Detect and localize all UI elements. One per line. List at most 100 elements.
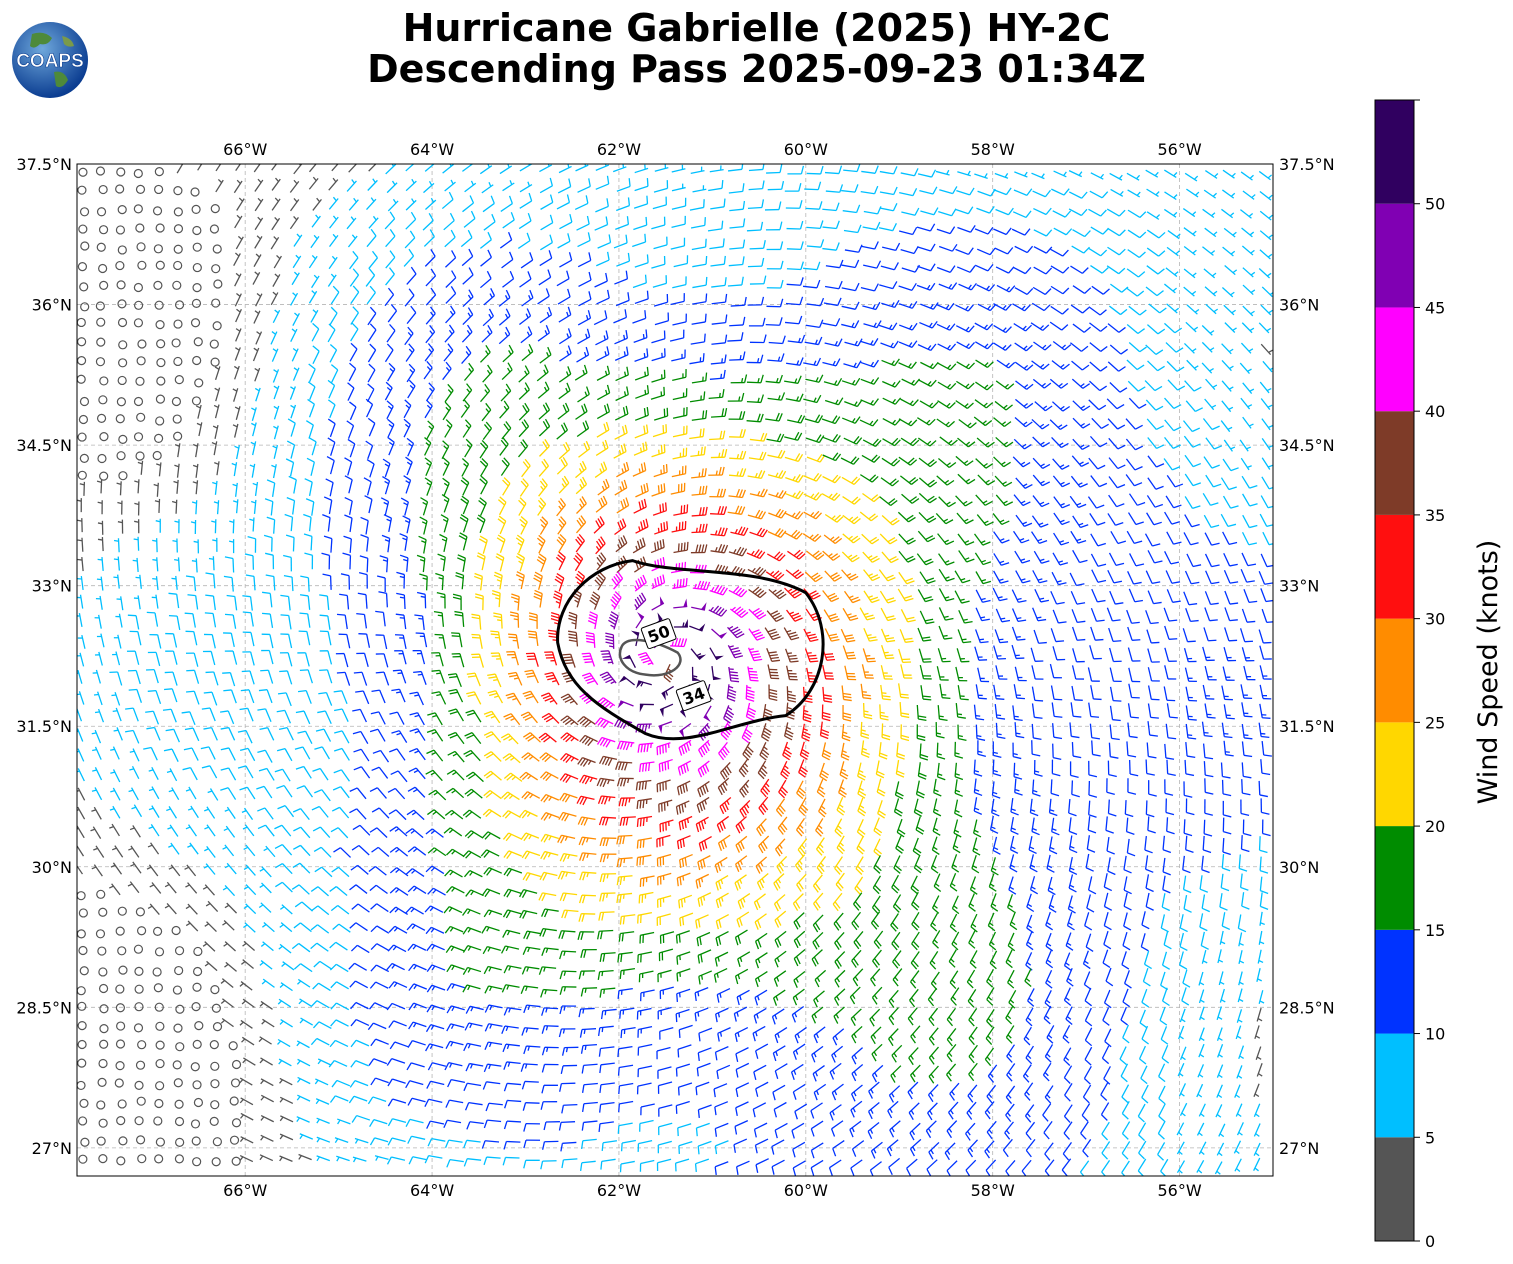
wind-barb bbox=[749, 527, 768, 538]
wind-barb bbox=[1108, 437, 1126, 450]
wind-barb bbox=[782, 741, 792, 761]
wind-barb bbox=[1147, 685, 1160, 701]
wind-barb bbox=[928, 1007, 939, 1027]
wind-barb bbox=[389, 826, 408, 837]
wind-barb bbox=[888, 1028, 899, 1047]
wind-barb bbox=[471, 633, 483, 649]
wind-barb bbox=[600, 650, 614, 665]
wind-barb bbox=[210, 984, 220, 995]
wind-barb bbox=[192, 1080, 202, 1090]
wind-barb bbox=[1253, 1157, 1261, 1172]
wind-barb bbox=[285, 534, 295, 552]
wind-barb bbox=[861, 165, 879, 174]
wind-barb bbox=[968, 930, 976, 949]
wind-barb bbox=[325, 478, 334, 497]
wind-barb bbox=[462, 850, 482, 859]
wind-barb bbox=[1106, 265, 1126, 275]
wind-barb bbox=[727, 505, 746, 515]
wind-barb bbox=[811, 1006, 824, 1024]
wind-barb bbox=[749, 432, 768, 442]
wind-barb bbox=[1201, 325, 1215, 336]
wind-barb bbox=[136, 412, 146, 422]
wind-barb bbox=[860, 185, 879, 195]
wind-barb bbox=[134, 984, 144, 994]
wind-barb bbox=[799, 741, 810, 760]
wind-barb bbox=[260, 1114, 275, 1123]
wind-barb bbox=[184, 727, 200, 742]
wind-barb bbox=[462, 908, 481, 916]
wind-barb bbox=[792, 1043, 806, 1060]
wind-barb bbox=[670, 293, 685, 306]
wind-barb bbox=[348, 362, 357, 382]
wind-barb bbox=[577, 816, 596, 826]
wind-barb bbox=[1014, 666, 1027, 682]
wind-barb bbox=[812, 914, 824, 933]
wind-barb bbox=[318, 691, 333, 706]
colorbar-bin bbox=[1375, 1033, 1414, 1138]
wind-barb bbox=[427, 712, 443, 726]
wind-barb bbox=[115, 1003, 126, 1013]
wind-barb bbox=[462, 984, 481, 993]
wind-barb bbox=[129, 630, 142, 646]
wind-barb bbox=[727, 164, 744, 172]
wind-barb bbox=[154, 947, 165, 957]
wind-barb bbox=[766, 648, 781, 662]
wind-barb bbox=[899, 187, 918, 197]
colorbar-bin bbox=[1375, 203, 1414, 308]
wind-barb bbox=[594, 216, 609, 231]
wind-barb bbox=[484, 1004, 503, 1013]
wind-barb bbox=[185, 882, 198, 894]
wind-barb bbox=[851, 949, 862, 968]
wind-barb bbox=[719, 796, 732, 815]
wind-barb bbox=[1051, 360, 1070, 370]
wind-barb bbox=[1101, 1160, 1111, 1176]
wind-barb bbox=[155, 320, 165, 330]
wind-barb bbox=[291, 942, 311, 953]
wind-barb bbox=[930, 855, 939, 874]
wind-barb bbox=[521, 966, 540, 975]
wind-barb bbox=[557, 516, 567, 535]
wind-barb bbox=[212, 321, 222, 331]
wind-barb bbox=[112, 651, 121, 666]
wind-barb bbox=[409, 728, 426, 741]
wind-barb bbox=[1163, 169, 1178, 178]
wind-barb bbox=[79, 207, 90, 217]
wind-barb bbox=[503, 850, 523, 860]
wind-barb bbox=[559, 792, 578, 803]
wind-barb bbox=[786, 609, 803, 622]
wind-barb bbox=[110, 746, 120, 760]
wind-barb bbox=[1237, 914, 1247, 933]
wind-barb bbox=[1004, 1121, 1014, 1140]
wind-barb bbox=[786, 665, 798, 681]
wind-barb bbox=[462, 926, 482, 935]
wind-barb bbox=[231, 1156, 241, 1166]
wind-barb bbox=[805, 319, 824, 329]
wind-barb bbox=[224, 806, 236, 820]
wind-barb bbox=[869, 1161, 882, 1176]
wind-barb bbox=[97, 946, 107, 956]
wind-barb bbox=[691, 666, 701, 681]
wind-barb bbox=[369, 1137, 389, 1146]
wind-barb bbox=[463, 749, 481, 762]
wind-barb bbox=[973, 819, 982, 838]
wind-barb bbox=[444, 925, 464, 934]
wind-barb bbox=[435, 572, 444, 591]
wind-barb bbox=[328, 255, 338, 270]
wind-barb bbox=[153, 1116, 163, 1126]
wind-barb bbox=[1221, 912, 1231, 930]
wind-barb bbox=[1031, 418, 1050, 430]
wind-barb bbox=[672, 388, 688, 401]
wind-barb bbox=[483, 751, 502, 762]
wind-barb bbox=[768, 490, 787, 499]
wind-barb bbox=[595, 164, 610, 171]
wind-barb bbox=[258, 689, 273, 704]
wind-barb bbox=[975, 571, 992, 585]
wind-barb bbox=[861, 454, 881, 463]
wind-barb bbox=[656, 853, 672, 867]
wind-barb bbox=[109, 671, 123, 686]
wind-barb bbox=[1012, 705, 1023, 722]
wind-barb bbox=[369, 827, 388, 838]
wind-barb bbox=[850, 1100, 863, 1118]
wind-barb bbox=[367, 363, 376, 383]
wind-barb bbox=[506, 651, 519, 666]
